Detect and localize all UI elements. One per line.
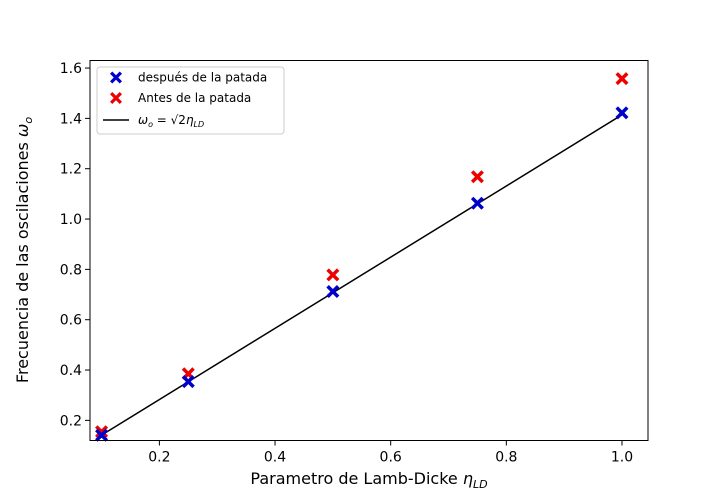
legend-marker-antes [110,92,122,104]
y-axis-ticks: 0.2 0.4 0.6 0.8 1.0 1.2 1.4 1.6 [60,61,90,429]
marker-layer [95,72,629,442]
x-tick-label: 0.4 [264,450,286,466]
x-tick-label: 1.0 [611,450,633,466]
marker-antes-4 [615,72,629,86]
x-axis-ticks: 0.2 0.4 0.6 0.8 1.0 [148,440,633,466]
y-tick-label: 0.2 [60,413,82,429]
plot-frame [89,60,649,441]
x-tick-label: 0.8 [495,450,517,466]
y-tick-label: 0.6 [60,313,82,329]
y-tick-label: 1.6 [60,61,82,77]
y-tick-label: 1.0 [60,212,82,228]
legend-x-despues [110,71,122,84]
x-axis-label: Parametro de Lamb-Dicke ηLD [250,469,487,491]
marker-despues-4 [615,106,629,120]
marker-despues-3 [470,196,484,210]
legend-marker-despues [110,71,122,84]
marker-despues-0 [95,428,109,442]
legend-frame [96,66,285,135]
marker-antes-3 [470,170,484,184]
marker-antes-2 [326,268,340,282]
y-tick-label: 1.2 [60,162,82,178]
marker-antes-0 [95,425,109,439]
x-tick-label: 0.6 [380,450,402,466]
legend: después de la patada Antes de la patada … [96,66,285,135]
legend-x-antes [110,92,122,104]
legend-label-fit: ωo = √2ηLD [138,113,204,129]
marker-despues-1 [181,375,195,389]
y-tick-label: 0.8 [60,262,82,278]
y-axis-label: Frecuencia de las oscilaciones ωo [13,117,35,383]
y-tick-label: 1.4 [60,111,82,127]
marker-despues-2 [326,285,340,299]
legend-label-antes: Antes de la patada [138,91,251,105]
x-tick-label: 0.2 [148,450,170,466]
y-tick-label: 0.4 [60,363,82,379]
legend-label-despues: después de la patada [138,71,267,85]
